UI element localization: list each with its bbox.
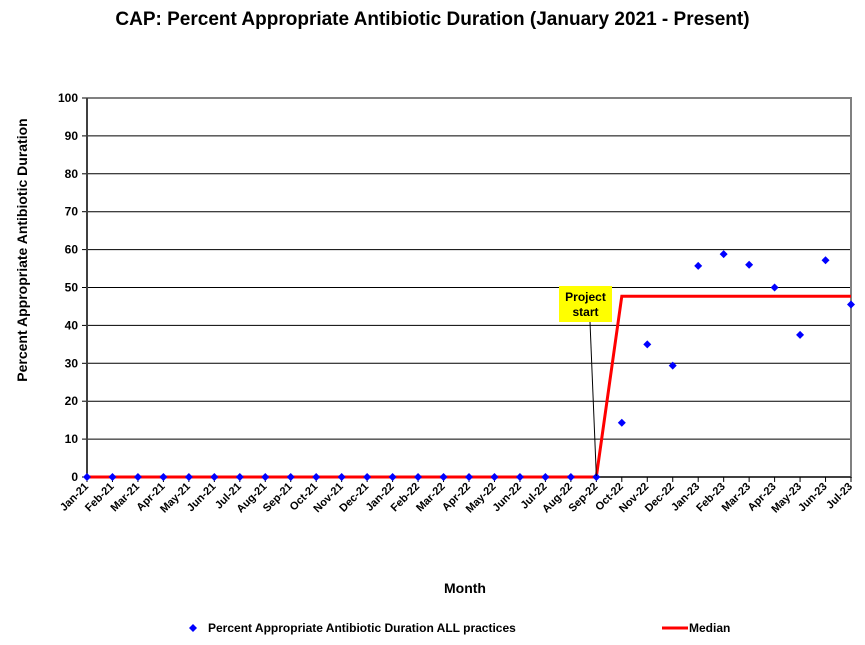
data-point: [184, 473, 193, 481]
data-point: [235, 473, 244, 481]
data-point: [821, 256, 830, 265]
y-tick-label: 0: [71, 470, 78, 484]
data-point: [363, 473, 372, 481]
data-point: [286, 473, 295, 481]
y-tick-label: 20: [65, 394, 79, 408]
data-point: [541, 473, 550, 481]
y-tick-label: 30: [65, 356, 79, 370]
y-tick-label: 80: [65, 167, 79, 181]
x-tick-label: Jun-22: [490, 481, 524, 515]
median-line: [87, 294, 851, 479]
data-point: [770, 283, 779, 292]
data-point: [414, 473, 423, 481]
median-series: [87, 294, 851, 479]
data-point: [490, 473, 499, 481]
data-point: [388, 473, 397, 481]
y-tick-label: 70: [65, 205, 79, 219]
data-point: [566, 473, 575, 481]
data-point: [643, 340, 652, 349]
x-tick-label: Jul-23: [824, 481, 855, 512]
legend: Percent Appropriate Antibiotic Duration …: [189, 621, 730, 635]
y-tick-label: 10: [65, 432, 79, 446]
data-point: [210, 473, 219, 481]
data-point: [668, 361, 677, 370]
annotation-box: [559, 286, 612, 322]
data-point: [796, 330, 805, 339]
chart-title: CAP: Percent Appropriate Antibiotic Dura…: [115, 9, 750, 30]
y-axis-title: Percent Appropriate Antibiotic Duration: [14, 118, 30, 381]
data-point: [83, 473, 91, 481]
annotation-leader-line: [589, 321, 597, 477]
data-point: [719, 250, 728, 259]
y-tick-label: 50: [65, 281, 79, 295]
x-tick-label: Jun-23: [796, 481, 830, 515]
legend-label-points: Percent Appropriate Antibiotic Duration …: [208, 621, 516, 635]
data-point: [261, 473, 270, 481]
data-point: [159, 473, 168, 481]
y-tick-label: 100: [58, 91, 78, 105]
legend-marker-points: [189, 624, 197, 632]
x-tick-labels: Jan-21Feb-21Mar-21Apr-21May-21Jun-21Jul-…: [58, 481, 855, 516]
y-tick-label: 60: [65, 243, 79, 257]
data-point: [465, 473, 473, 481]
data-point: [133, 473, 142, 481]
grid-lines: [87, 97, 851, 440]
data-point: [847, 300, 855, 309]
data-point: [694, 261, 703, 270]
data-point: [592, 473, 601, 481]
axes: [82, 97, 852, 482]
data-point: [312, 473, 321, 481]
data-point: [108, 473, 117, 481]
legend-label-median: Median: [689, 621, 730, 635]
data-point: [515, 473, 524, 481]
y-tick-label: 90: [65, 129, 79, 143]
y-tick-labels: 0 10 20 30 40 50 60 70 80 90 100: [58, 91, 78, 484]
x-tick-label: Jun-21: [185, 481, 219, 515]
data-point: [337, 473, 346, 481]
y-tick-label: 40: [65, 318, 79, 332]
x-axis-title: Month: [444, 580, 486, 596]
annotation-text: start: [572, 305, 598, 319]
scatter-series: [83, 250, 855, 481]
data-point: [745, 260, 754, 269]
data-point: [439, 473, 448, 481]
annotation-text: Project: [565, 290, 606, 304]
data-point: [617, 418, 626, 427]
